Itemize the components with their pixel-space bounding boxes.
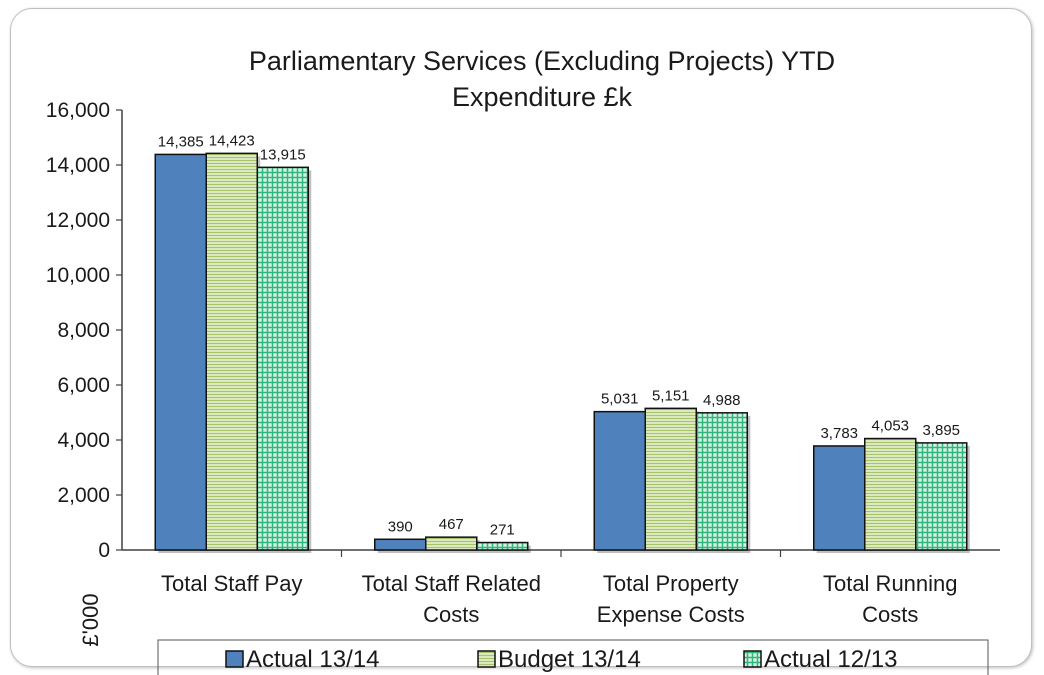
- legend-box: [157, 639, 989, 675]
- legend-swatch: [477, 650, 496, 668]
- x-category-label: Total Running: [823, 571, 958, 596]
- legend-entry-label: Actual 13/14: [246, 646, 379, 673]
- bar-data-label: 5,031: [601, 391, 639, 408]
- bar-actual-12-13: [915, 442, 968, 551]
- bar-actual-12-13: [695, 412, 748, 551]
- y-tick-label: 16,000: [46, 99, 110, 122]
- y-tick-label: 4,000: [57, 429, 110, 452]
- x-category-label: Total Property: [603, 571, 739, 596]
- bar-budget-13-14: [205, 152, 258, 551]
- bar-budget-13-14: [864, 437, 917, 551]
- legend: Actual 13/14 Budget 13/14 Actual 12/13: [225, 646, 897, 673]
- bar-data-label: 4,988: [703, 392, 741, 409]
- bar-data-label: 467: [439, 516, 464, 533]
- bar-actual-13-14: [813, 445, 866, 551]
- y-tick-label: 0: [98, 539, 110, 562]
- bar-data-label: 3,783: [820, 425, 858, 442]
- legend-swatch: [225, 650, 244, 668]
- bar-data-label: 14,423: [209, 132, 255, 149]
- y-tick-label: 10,000: [46, 264, 110, 287]
- bar-data-label: 271: [490, 522, 515, 539]
- bar-budget-13-14: [425, 536, 478, 551]
- y-tick-label: 2,000: [57, 484, 110, 507]
- x-category-label: Costs: [862, 602, 918, 627]
- legend-entry-label: Budget 13/14: [498, 646, 641, 673]
- y-tick-label: 8,000: [57, 319, 110, 342]
- x-category-label: Total Staff Related: [362, 571, 541, 596]
- bar-actual-13-14: [374, 538, 427, 551]
- y-tick-label: 14,000: [46, 154, 110, 177]
- bar-actual-12-13: [476, 541, 529, 551]
- y-tick-label: 12,000: [46, 209, 110, 232]
- x-category-label: Expense Costs: [597, 602, 745, 627]
- x-category-label: Total Staff Pay: [161, 571, 302, 596]
- plot-area: 0 2,000 4,000 6,000 8,000 10,000 12,000 14,000 1…: [46, 99, 1000, 627]
- y-tick-label: 6,000: [57, 374, 110, 397]
- bar-data-label: 14,385: [158, 133, 204, 150]
- bar-data-label: 4,053: [871, 418, 909, 435]
- x-category-label: Costs: [423, 602, 479, 627]
- bar-actual-12-13: [256, 166, 309, 551]
- chart-title-line-1: Parliamentary Services (Excluding Projec…: [249, 46, 835, 76]
- y-axis-label: £'000: [78, 593, 103, 646]
- bar-budget-13-14: [644, 407, 697, 551]
- legend-swatch: [743, 650, 762, 668]
- bar-data-label: 390: [388, 518, 413, 535]
- bar-data-label: 5,151: [652, 387, 690, 404]
- legend-entry-label: Actual 12/13: [764, 646, 897, 673]
- chart-title-line-2: Expenditure £k: [452, 82, 633, 112]
- bar-data-label: 13,915: [260, 146, 306, 163]
- bar-actual-13-14: [593, 410, 646, 551]
- bar-actual-13-14: [154, 153, 207, 551]
- bar-data-label: 3,895: [922, 422, 960, 439]
